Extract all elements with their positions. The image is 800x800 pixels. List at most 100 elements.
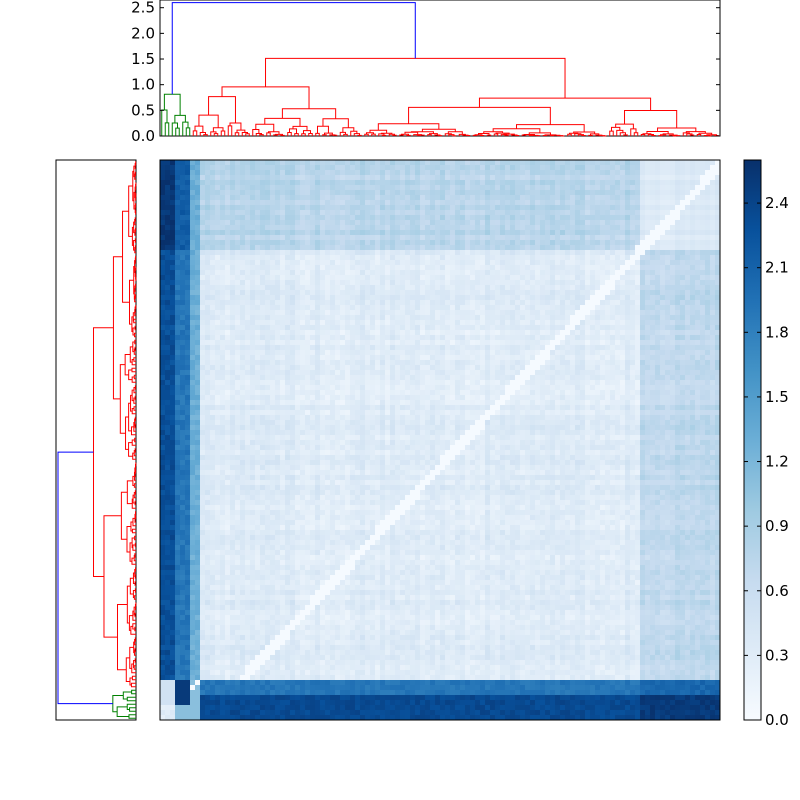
heatmap-cell bbox=[335, 215, 341, 221]
heatmap-cell bbox=[240, 200, 246, 206]
heatmap-cell bbox=[370, 175, 376, 181]
heatmap-cell bbox=[410, 305, 416, 311]
heatmap-cell bbox=[290, 160, 296, 166]
heatmap-cell bbox=[180, 315, 186, 321]
heatmap-cell bbox=[320, 230, 326, 236]
heatmap-cell bbox=[335, 185, 341, 191]
heatmap-cell bbox=[305, 230, 311, 236]
heatmap-cell bbox=[560, 190, 566, 196]
dendrogram-link bbox=[301, 133, 306, 136]
heatmap-cell bbox=[300, 245, 306, 251]
heatmap-cell bbox=[415, 175, 421, 181]
heatmap-cell bbox=[590, 245, 596, 251]
heatmap-cell bbox=[370, 220, 376, 226]
heatmap-cell bbox=[475, 335, 481, 341]
heatmap-cell bbox=[395, 285, 401, 291]
heatmap-cell bbox=[330, 260, 336, 266]
heatmap-cell bbox=[710, 320, 716, 326]
heatmap-cell bbox=[440, 280, 446, 286]
heatmap-cell bbox=[380, 165, 386, 171]
heatmap-cell bbox=[660, 210, 666, 216]
heatmap-cell bbox=[200, 310, 206, 316]
heatmap-cell bbox=[450, 265, 456, 271]
heatmap-cell bbox=[660, 215, 666, 221]
heatmap-cell bbox=[180, 340, 186, 346]
heatmap-cell bbox=[290, 340, 296, 346]
heatmap-cell bbox=[715, 325, 721, 331]
dendrogram-link bbox=[131, 439, 136, 446]
heatmap-cell bbox=[665, 160, 671, 166]
heatmap-cell bbox=[375, 335, 381, 341]
heatmap-cell bbox=[315, 265, 321, 271]
heatmap-cell bbox=[300, 205, 306, 211]
heatmap-cell bbox=[450, 295, 456, 301]
heatmap-cell bbox=[410, 310, 416, 316]
heatmap-cell bbox=[175, 255, 181, 261]
heatmap-cell bbox=[655, 220, 661, 226]
heatmap-cell bbox=[280, 270, 286, 276]
heatmap-cell bbox=[265, 230, 271, 236]
heatmap-cell bbox=[595, 300, 601, 306]
heatmap-cell bbox=[650, 360, 656, 366]
heatmap-cell bbox=[315, 170, 321, 176]
heatmap-cell bbox=[705, 195, 711, 201]
dendrogram-link bbox=[134, 511, 136, 518]
dendrogram-link bbox=[574, 133, 582, 136]
heatmap-cell bbox=[575, 250, 581, 256]
heatmap-cell bbox=[540, 285, 546, 291]
heatmap-cell bbox=[630, 190, 636, 196]
heatmap-cell bbox=[455, 210, 461, 216]
dendrogram-link bbox=[273, 134, 278, 136]
heatmap-cell bbox=[345, 350, 351, 356]
heatmap-cell bbox=[710, 225, 716, 231]
heatmap-cell bbox=[220, 275, 226, 281]
heatmap-cell bbox=[625, 260, 631, 266]
heatmap-cell bbox=[200, 320, 206, 326]
heatmap-cell bbox=[650, 160, 656, 166]
heatmap-cell bbox=[205, 190, 211, 196]
heatmap-cell bbox=[535, 235, 541, 241]
heatmap-cell bbox=[170, 345, 176, 351]
heatmap-cell bbox=[465, 165, 471, 171]
heatmap-cell bbox=[185, 325, 191, 331]
heatmap-cell bbox=[185, 350, 191, 356]
heatmap-cell bbox=[575, 325, 581, 331]
heatmap-cell bbox=[650, 235, 656, 241]
heatmap-cell bbox=[705, 220, 711, 226]
heatmap-cell bbox=[185, 195, 191, 201]
heatmap-cell bbox=[640, 200, 646, 206]
heatmap-cells bbox=[160, 160, 721, 721]
heatmap-cell bbox=[530, 245, 536, 251]
heatmap-cell bbox=[395, 250, 401, 256]
heatmap-cell bbox=[575, 285, 581, 291]
heatmap-cell bbox=[400, 165, 406, 171]
heatmap-cell bbox=[350, 200, 356, 206]
dendrogram-link bbox=[392, 134, 397, 136]
heatmap-cell bbox=[460, 170, 466, 176]
heatmap-cell bbox=[595, 310, 601, 316]
heatmap-cell bbox=[355, 190, 361, 196]
heatmap-cell bbox=[435, 265, 441, 271]
heatmap-cell bbox=[625, 280, 631, 286]
heatmap-cell bbox=[465, 295, 471, 301]
dendrogram-link bbox=[175, 127, 180, 136]
heatmap-cell bbox=[680, 340, 686, 346]
heatmap-cell bbox=[375, 215, 381, 221]
heatmap-cell bbox=[565, 290, 571, 296]
heatmap-cell bbox=[660, 240, 666, 246]
dendrogram-link bbox=[245, 133, 250, 136]
heatmap-cell bbox=[550, 165, 556, 171]
heatmap-cell bbox=[565, 355, 571, 361]
heatmap-cell bbox=[645, 275, 651, 281]
heatmap-cell bbox=[450, 355, 456, 361]
heatmap-cell bbox=[235, 360, 241, 366]
heatmap-cell bbox=[455, 200, 461, 206]
heatmap-cell bbox=[680, 225, 686, 231]
heatmap-cell bbox=[620, 165, 626, 171]
heatmap-cell bbox=[575, 180, 581, 186]
heatmap-cell bbox=[495, 235, 501, 241]
heatmap-cell bbox=[390, 315, 396, 321]
heatmap-cell bbox=[370, 335, 376, 341]
heatmap-cell bbox=[520, 305, 526, 311]
heatmap-cell bbox=[175, 340, 181, 346]
